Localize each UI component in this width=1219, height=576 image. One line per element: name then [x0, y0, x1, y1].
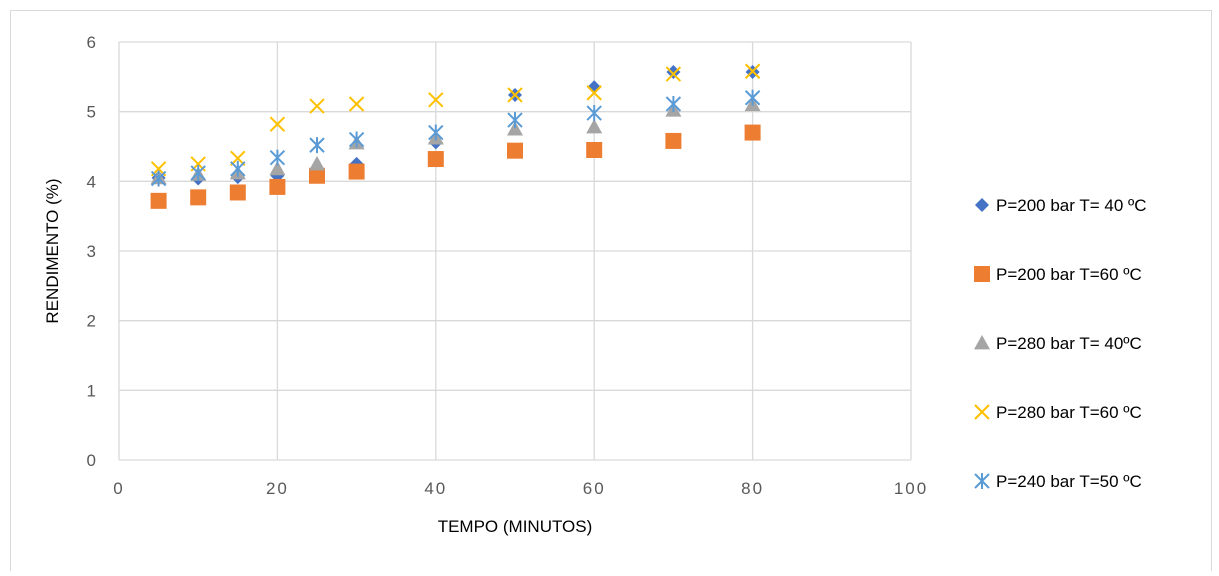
x-tick-label: 40	[424, 479, 447, 498]
gridlines	[118, 41, 912, 461]
data-point	[190, 164, 206, 181]
data-point	[507, 142, 523, 159]
y-tick-label: 6	[87, 33, 96, 52]
legend-item: P=280 bar T= 40ºC	[974, 334, 1142, 353]
legend-label: P=280 bar T= 40ºC	[996, 334, 1142, 353]
data-point	[587, 80, 602, 95]
chart-area: 0 1 2 3 4 5 6 0 20 40 60 80 100 TEMPO (MINUTOS) REND…	[10, 10, 1212, 571]
data-point	[744, 89, 761, 106]
data-point	[665, 66, 682, 82]
legend-label: P=200 bar T= 40 ºC	[996, 196, 1147, 215]
data-point	[150, 170, 167, 187]
legend-marker	[974, 404, 990, 420]
legend-item: P=200 bar T= 40 ºC	[975, 196, 1147, 215]
data-point	[348, 96, 365, 112]
data-point	[428, 92, 444, 108]
legend-item: P=240 bar T=50 ºC	[974, 472, 1142, 491]
data-point	[744, 124, 761, 141]
series-1	[151, 64, 760, 186]
data-point	[427, 151, 444, 168]
legend-label: P=240 bar T=50 ºC	[996, 472, 1142, 491]
x-axis-title: TEMPO (MINUTOS)	[438, 517, 593, 536]
legend-marker	[975, 198, 989, 212]
data-point	[665, 96, 682, 113]
x-tick-label: 80	[741, 479, 764, 498]
x-tick-label: 60	[583, 479, 606, 498]
data-point	[230, 160, 246, 177]
data-point	[586, 118, 603, 134]
data-point	[507, 87, 523, 103]
data-point	[229, 184, 246, 201]
data-point	[190, 189, 207, 206]
legend-marker	[974, 335, 990, 350]
data-point	[348, 131, 365, 148]
data-point	[309, 98, 325, 114]
legend-marker	[974, 266, 990, 282]
data-point	[665, 132, 682, 149]
data-point	[507, 112, 523, 129]
y-axis-title: RENDIMENTO (%)	[43, 178, 62, 323]
data-series	[150, 63, 761, 209]
data-point	[586, 141, 603, 158]
data-point	[744, 63, 761, 79]
data-point	[666, 64, 681, 79]
data-point	[586, 85, 602, 101]
legend-label: P=200 bar T=60 ºC	[996, 265, 1142, 284]
legend-item: P=200 bar T=60 ºC	[974, 265, 1142, 284]
y-tick-label: 1	[87, 381, 96, 400]
data-point	[428, 124, 444, 141]
y-tick-label: 4	[87, 172, 96, 191]
x-tick-label: 100	[894, 479, 928, 498]
data-point	[507, 121, 523, 136]
data-point	[269, 178, 286, 195]
y-tick-label: 2	[87, 312, 96, 331]
y-tick-label: 5	[87, 103, 96, 122]
data-point	[309, 155, 325, 171]
data-point	[348, 163, 365, 180]
data-point	[269, 160, 286, 176]
data-point	[150, 192, 167, 209]
data-point	[309, 137, 325, 154]
data-point	[269, 116, 286, 132]
series-2	[150, 124, 761, 209]
series-5	[150, 89, 761, 187]
y-tick-label: 3	[87, 242, 96, 261]
legend: P=200 bar T= 40 ºC P=200 bar T=60 ºC P=280…	[974, 196, 1147, 491]
legend-marker	[974, 473, 990, 489]
x-tick-label: 0	[113, 479, 124, 498]
y-tick-label: 0	[87, 451, 96, 470]
data-point	[586, 105, 602, 122]
data-point	[309, 167, 325, 184]
series-4	[150, 63, 761, 177]
data-point	[269, 149, 286, 166]
legend-label: P=280 bar T=60 ºC	[996, 403, 1142, 422]
x-tick-label: 20	[266, 479, 289, 498]
legend-item: P=280 bar T=60 ºC	[974, 403, 1142, 422]
